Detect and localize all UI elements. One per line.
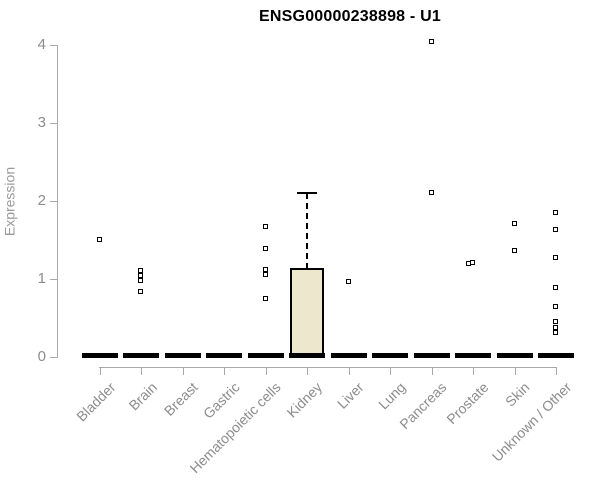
whisker-cap xyxy=(297,192,318,195)
x-axis-tick xyxy=(265,368,267,375)
outlier-point xyxy=(138,268,144,274)
outlier-point xyxy=(262,272,268,278)
median-line xyxy=(164,353,201,358)
outlier-point xyxy=(552,285,558,291)
outlier-point xyxy=(345,279,351,285)
x-axis-tick-label: Prostate xyxy=(443,379,492,428)
x-axis-tick xyxy=(473,368,475,375)
outlier-point xyxy=(466,261,472,267)
outlier-point xyxy=(262,246,268,252)
median-line xyxy=(413,353,450,358)
box xyxy=(290,267,325,355)
outlier-point xyxy=(552,254,558,260)
outlier-point xyxy=(552,329,558,335)
median-line xyxy=(372,353,409,358)
median-line xyxy=(330,353,367,358)
x-axis-tick xyxy=(514,368,516,375)
outlier-point xyxy=(552,226,558,232)
x-axis-tick xyxy=(390,368,392,375)
outlier-point xyxy=(262,223,268,229)
outlier-point xyxy=(262,296,268,302)
x-axis-tick-label: Unknown / Other xyxy=(488,379,575,465)
median-line xyxy=(455,353,492,358)
median-line xyxy=(496,353,533,358)
outlier-point xyxy=(552,304,558,310)
y-axis-tick-label: 2 xyxy=(37,192,46,209)
median-line xyxy=(247,353,284,358)
x-axis-tick xyxy=(141,368,143,375)
chart-title: ENSG00000238898 - U1 xyxy=(259,8,441,25)
x-axis-tick xyxy=(307,368,309,375)
median-line xyxy=(123,353,160,358)
x-axis-tick-label: Brain xyxy=(125,379,160,414)
x-axis-line xyxy=(99,367,557,368)
outlier-point xyxy=(97,237,102,242)
x-axis-tick-label: Skin xyxy=(502,379,533,410)
outlier-point xyxy=(138,272,144,278)
median-line xyxy=(206,353,243,358)
outlier-point xyxy=(552,325,558,331)
outlier-point xyxy=(552,318,558,324)
x-axis-tick-label: Bladder xyxy=(72,379,119,425)
median-line xyxy=(82,353,118,358)
x-axis-tick-label: Breast xyxy=(161,379,202,419)
outlier-point xyxy=(138,278,144,284)
y-axis-tick xyxy=(50,123,57,124)
x-axis-tick xyxy=(555,368,557,375)
upper-whisker xyxy=(306,193,309,269)
x-axis-tick xyxy=(100,368,101,375)
median-line xyxy=(537,353,574,358)
y-axis-tick xyxy=(50,201,57,202)
outlier-point xyxy=(428,190,434,196)
y-axis-tick-label: 3 xyxy=(37,114,46,131)
y-axis-tick xyxy=(50,357,57,358)
outlier-point xyxy=(552,209,558,215)
y-axis-tick-label: 0 xyxy=(37,348,46,365)
x-axis-tick xyxy=(224,368,226,375)
outlier-point xyxy=(138,289,144,295)
x-axis-tick-label: Kidney xyxy=(283,379,326,421)
median-line xyxy=(289,353,326,358)
y-axis-tick xyxy=(50,279,57,280)
outlier-point xyxy=(511,220,517,226)
y-axis-tick-label: 1 xyxy=(37,270,46,287)
y-axis-line xyxy=(57,45,58,358)
outlier-point xyxy=(262,266,268,272)
outlier-point xyxy=(428,38,434,44)
x-axis-tick xyxy=(431,368,433,375)
x-axis-tick-label: Lung xyxy=(375,379,409,413)
x-axis-tick xyxy=(182,368,184,375)
x-axis-tick xyxy=(348,368,350,375)
y-axis-tick-label: 4 xyxy=(37,36,46,53)
x-axis-tick-label: Liver xyxy=(334,379,368,412)
outlier-point xyxy=(511,247,517,253)
y-axis-tick xyxy=(50,45,57,46)
